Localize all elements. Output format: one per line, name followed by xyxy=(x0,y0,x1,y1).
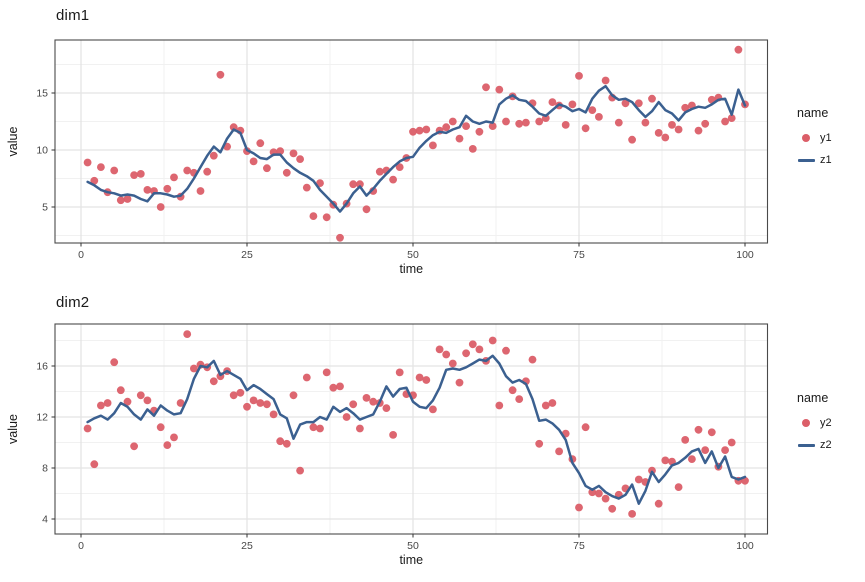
svg-text:0: 0 xyxy=(78,249,84,261)
grid-major xyxy=(55,40,768,243)
axis-tick-labels: 0 25 50 75 100 4 8 12 16 xyxy=(36,361,754,553)
legend-label: z2 xyxy=(820,439,832,451)
svg-text:0: 0 xyxy=(78,540,84,552)
grid-major xyxy=(55,324,768,534)
point-swatch-icon xyxy=(797,414,815,432)
svg-text:50: 50 xyxy=(407,540,419,552)
svg-text:16: 16 xyxy=(36,361,48,373)
svg-text:100: 100 xyxy=(736,249,754,261)
legend-item-y2: y2 xyxy=(797,412,863,434)
legend-item-z2: z2 xyxy=(797,434,863,456)
chart-dim2: 0 25 50 75 100 4 8 12 16 time value xyxy=(6,323,769,567)
svg-text:8: 8 xyxy=(42,463,48,475)
svg-text:25: 25 xyxy=(241,249,253,261)
svg-text:5: 5 xyxy=(42,202,48,214)
svg-text:12: 12 xyxy=(36,412,48,424)
legend-label: y2 xyxy=(820,417,832,429)
legend-title: name xyxy=(797,106,829,120)
legend-item-y1: y1 xyxy=(797,127,863,149)
chart-dim1: 0 25 50 75 100 5 10 15 time value xyxy=(6,39,769,276)
line-swatch-icon xyxy=(797,436,815,454)
y-axis-title: value xyxy=(6,414,20,444)
point-swatch-icon xyxy=(797,129,815,147)
chart-title-dim1: dim1 xyxy=(56,7,90,24)
axis-tick-labels: 0 25 50 75 100 5 10 15 xyxy=(36,88,754,262)
legend-label: z1 xyxy=(820,154,832,166)
series-z1 xyxy=(86,84,747,213)
svg-text:4: 4 xyxy=(42,514,48,526)
x-axis-title: time xyxy=(399,262,423,276)
series-z2 xyxy=(86,354,747,505)
legend-dim1: name y1 z1 xyxy=(797,106,863,171)
svg-text:50: 50 xyxy=(407,249,419,261)
line-swatch-icon xyxy=(797,151,815,169)
y-axis-title: value xyxy=(6,127,20,157)
svg-text:15: 15 xyxy=(36,88,48,100)
legend-label: y1 xyxy=(820,132,832,144)
chart-title-dim2: dim2 xyxy=(56,294,90,311)
axis-ticks xyxy=(51,92,746,247)
svg-text:10: 10 xyxy=(36,145,48,157)
svg-text:75: 75 xyxy=(573,540,585,552)
x-axis-title: time xyxy=(399,553,423,567)
svg-text:100: 100 xyxy=(736,540,754,552)
legend-item-z1: z1 xyxy=(797,149,863,171)
svg-text:25: 25 xyxy=(241,540,253,552)
axis-ticks xyxy=(51,365,746,538)
legend-dim2: name y2 z2 xyxy=(797,391,863,456)
svg-text:75: 75 xyxy=(573,249,585,261)
legend-title: name xyxy=(797,391,829,405)
